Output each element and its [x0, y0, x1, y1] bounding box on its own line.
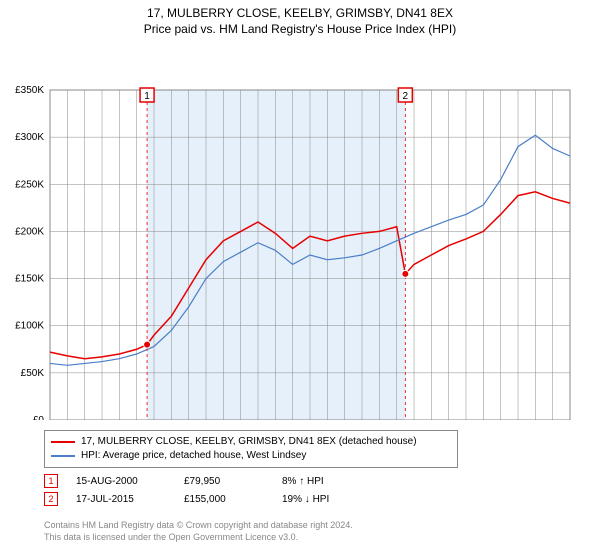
svg-text:£0: £0	[33, 415, 45, 420]
chart-subtitle: Price paid vs. HM Land Registry's House …	[0, 22, 600, 36]
svg-text:£200K: £200K	[15, 226, 44, 237]
sale-delta-2: 19% ↓ HPI	[282, 494, 329, 505]
svg-text:£100K: £100K	[15, 321, 44, 332]
chart-container: 17, MULBERRY CLOSE, KEELBY, GRIMSBY, DN4…	[0, 0, 600, 560]
svg-text:£350K: £350K	[15, 85, 44, 96]
sale-price-1: £79,950	[184, 476, 264, 487]
svg-text:2: 2	[403, 91, 409, 102]
price-chart: £0£50K£100K£150K£200K£250K£300K£350K1995…	[0, 40, 600, 420]
legend-swatch-1	[51, 441, 75, 443]
legend: 17, MULBERRY CLOSE, KEELBY, GRIMSBY, DN4…	[44, 430, 458, 468]
legend-label-1: 17, MULBERRY CLOSE, KEELBY, GRIMSBY, DN4…	[81, 435, 417, 449]
svg-text:£50K: £50K	[21, 368, 45, 379]
sale-delta-1: 8% ↑ HPI	[282, 476, 324, 487]
legend-label-2: HPI: Average price, detached house, West…	[81, 449, 306, 463]
chart-title: 17, MULBERRY CLOSE, KEELBY, GRIMSBY, DN4…	[0, 6, 600, 20]
sale-price-2: £155,000	[184, 494, 264, 505]
sale-date-2: 17-JUL-2015	[76, 494, 166, 505]
svg-text:£300K: £300K	[15, 132, 44, 143]
sale-marker-1: 1	[44, 474, 58, 488]
legend-swatch-2	[51, 455, 75, 457]
footer-attribution: Contains HM Land Registry data © Crown c…	[44, 520, 353, 543]
svg-text:£250K: £250K	[15, 179, 44, 190]
svg-text:£150K: £150K	[15, 274, 44, 285]
sales-table: 1 15-AUG-2000 £79,950 8% ↑ HPI 2 17-JUL-…	[44, 470, 329, 510]
svg-text:1: 1	[144, 91, 150, 102]
sale-marker-2: 2	[44, 492, 58, 506]
sale-date-1: 15-AUG-2000	[76, 476, 166, 487]
